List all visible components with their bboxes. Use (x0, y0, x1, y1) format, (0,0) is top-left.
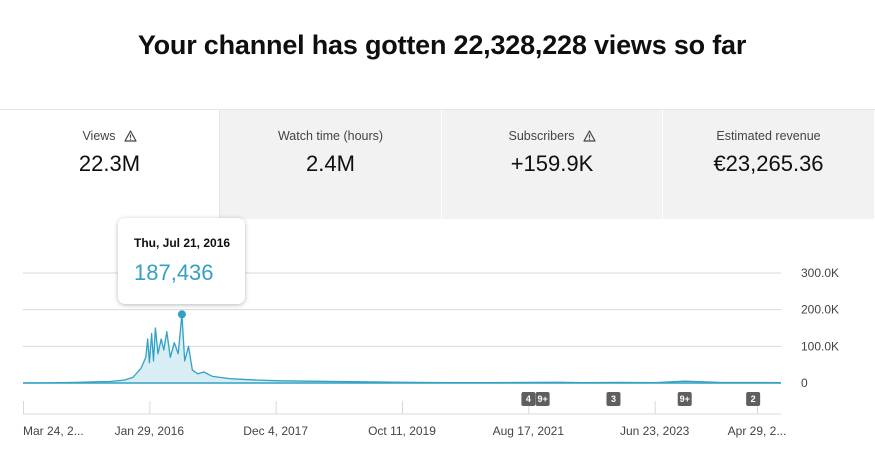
warning-icon[interactable] (123, 130, 137, 142)
metric-label: Views (82, 129, 116, 143)
y-tick-label: 100.0K (801, 339, 839, 353)
badge-box (746, 392, 761, 406)
annotation-badge[interactable]: 9+ (535, 392, 550, 406)
chart-tooltip: Thu, Jul 21, 2016 187,436 (118, 218, 245, 304)
metric-label: Estimated revenue (716, 129, 821, 143)
metric-label: Watch time (hours) (277, 129, 384, 143)
x-tick-label: Jan 29, 2016 (115, 424, 185, 438)
badge-label: 4 (526, 394, 531, 404)
annotation-badge[interactable]: 4 (521, 392, 536, 406)
chart-annotations: 4 9+ 3 9+ 2 (521, 392, 761, 406)
badge-label: 9+ (680, 394, 690, 404)
tooltip-value: 187,436 (134, 260, 214, 285)
badge-box (677, 392, 692, 406)
annotation-badge[interactable]: 3 (606, 392, 621, 406)
metric-tab-subscribers[interactable]: Subscribers +159.9K (442, 110, 663, 219)
x-tick-label: Dec 4, 2017 (243, 424, 308, 438)
y-tick-label: 300.0K (801, 266, 839, 280)
annotation-badge[interactable]: 2 (746, 392, 761, 406)
views-chart[interactable]: 300.0K 200.0K 100.0K 0 Mar 24, 2... Jan 29, … (0, 218, 875, 456)
chart-canvas[interactable]: 300.0K 200.0K 100.0K 0 Mar 24, 2... Jan 29, … (0, 218, 875, 456)
annotation-badge[interactable]: 9+ (677, 392, 692, 406)
x-tick-label: Mar 24, 2... (23, 424, 84, 438)
hover-marker (177, 310, 186, 319)
badge-box (606, 392, 621, 406)
metric-value: 22.3M (78, 151, 141, 176)
series-line (22, 313, 782, 384)
metric-label: Subscribers (508, 129, 575, 143)
badge-label: 2 (751, 394, 756, 404)
tooltip-date: Thu, Jul 21, 2016 (134, 236, 231, 250)
metric-tab-estimated-revenue[interactable]: Estimated revenue €23,265.36 (663, 110, 875, 219)
y-tick-label: 0 (801, 376, 808, 390)
x-tick-label: Aug 17, 2021 (493, 424, 565, 438)
warning-icon[interactable] (582, 130, 596, 142)
badge-box (521, 392, 536, 406)
chart-series (22, 313, 782, 384)
x-tick-label: Oct 11, 2019 (368, 424, 436, 438)
metric-value: 2.4M (306, 151, 355, 176)
metric-value: €23,265.36 (713, 151, 824, 176)
y-axis-ticks: 300.0K 200.0K 100.0K 0 (801, 266, 839, 390)
metric-tabs: Views 22.3M Watch time (hours) 2.4M Subs… (0, 109, 875, 219)
badge-box (535, 392, 550, 406)
x-tick-label: Jun 23, 2023 (620, 424, 690, 438)
badge-label: 9+ (537, 394, 547, 404)
page-headline: Your channel has gotten 22,328,228 views… (137, 30, 747, 60)
x-tick-label: Apr 29, 2... (728, 424, 787, 438)
series-area (23, 314, 781, 383)
y-tick-label: 200.0K (801, 303, 839, 317)
metric-tab-views[interactable]: Views 22.3M (0, 110, 220, 219)
metric-value: +159.9K (510, 151, 594, 176)
x-axis-ticks: Mar 24, 2... Jan 29, 2016 Dec 4, 2017 Oct 1… (23, 401, 786, 438)
highlight-point (177, 310, 186, 319)
badge-label: 3 (611, 394, 616, 404)
metric-tab-watch-time[interactable]: Watch time (hours) 2.4M (220, 110, 442, 219)
